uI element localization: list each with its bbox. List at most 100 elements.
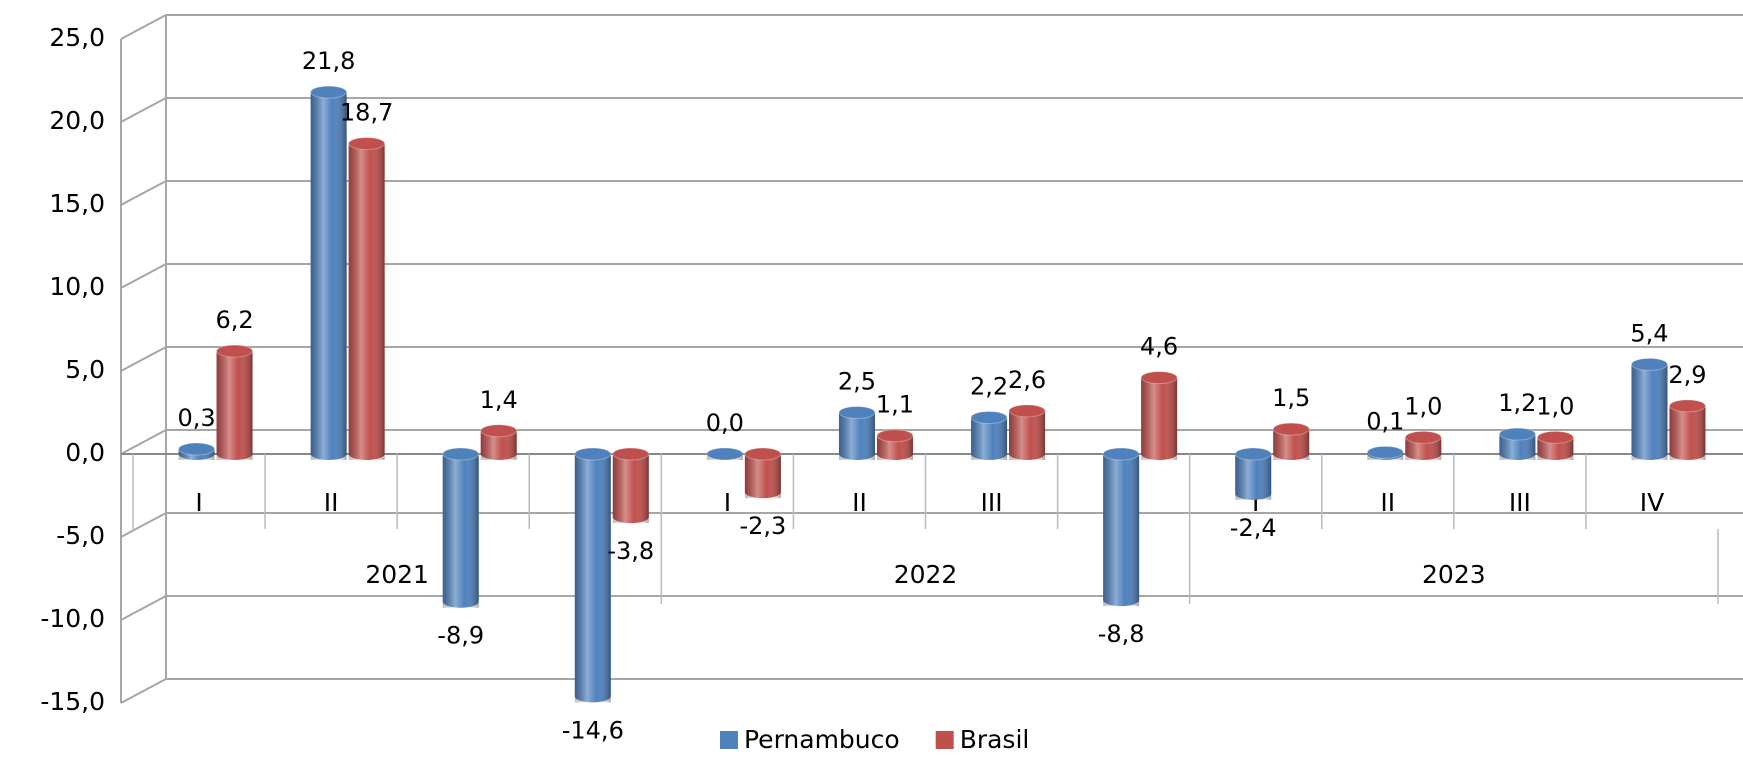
bar-shade (442, 454, 479, 608)
bar-group (1498, 427, 1536, 460)
data-label: -3,8 (607, 537, 654, 565)
y-tick-label: 15,0 (49, 189, 105, 218)
bar-cap (612, 447, 650, 461)
bar-shade (971, 417, 1008, 460)
bar-group (480, 424, 518, 460)
data-label: 18,7 (340, 99, 393, 127)
bar-cap (1272, 422, 1310, 436)
bar-shade (310, 92, 347, 461)
y-tick-label: 20,0 (49, 106, 105, 135)
data-label: -2,3 (739, 512, 786, 540)
bar-group (1536, 430, 1574, 460)
bar-cap (1404, 430, 1442, 444)
x-tick-label: II (852, 488, 867, 517)
bar-cap (480, 424, 518, 438)
grid-line (120, 678, 1743, 704)
data-label: 4,6 (1140, 333, 1178, 361)
bar-shade (348, 143, 385, 460)
y-tick-label: -10,0 (40, 604, 105, 633)
bar-cap (1630, 357, 1668, 371)
bar-group (1630, 357, 1668, 460)
y-tick-label: -15,0 (40, 687, 105, 716)
data-label: 0,3 (177, 404, 215, 432)
y-tick-label: 10,0 (49, 272, 105, 301)
bar-cap (310, 85, 348, 99)
grid-line (120, 14, 1743, 40)
legend-label: Brasil (960, 725, 1030, 754)
data-label: 2,5 (838, 368, 876, 396)
bar-group (970, 410, 1008, 460)
data-label: 1,5 (1272, 384, 1310, 412)
data-label: 0,1 (1366, 407, 1404, 435)
x-tick-label: II (1380, 488, 1395, 517)
data-label: 2,9 (1668, 361, 1706, 389)
group-label: 2023 (1422, 560, 1486, 589)
data-label: -8,9 (437, 622, 484, 650)
bar-shade (612, 454, 649, 524)
bar-shade (1669, 405, 1706, 460)
bar-cap (178, 442, 216, 456)
bar-cap (348, 137, 386, 151)
legend-label: Pernambuco (744, 725, 900, 754)
bar-group (1140, 371, 1178, 460)
bar-group (876, 429, 914, 460)
x-tick-label: III (980, 488, 1002, 517)
x-tick-label: III (1509, 488, 1531, 517)
data-label: 2,2 (970, 372, 1008, 400)
bar-shade (1631, 364, 1668, 460)
grid-line (120, 512, 1743, 538)
legend-swatch (935, 731, 954, 749)
data-label: 1,4 (480, 386, 518, 414)
data-label: 2,6 (1008, 366, 1046, 394)
bar-shade (1537, 437, 1574, 460)
data-label: 1,0 (1404, 392, 1442, 420)
data-label: 1,0 (1536, 392, 1574, 420)
data-label: 1,1 (876, 391, 914, 419)
bar-cap (838, 406, 876, 419)
bar-shade (838, 412, 875, 460)
x-tick-label: I (1252, 488, 1259, 517)
bar-shade (216, 351, 253, 460)
bar-shade (1405, 437, 1442, 460)
bar-group (1272, 422, 1310, 460)
bar-cap (876, 429, 914, 443)
data-label: 21,8 (302, 47, 355, 75)
x-tick-label: IV (1640, 488, 1664, 517)
bar-group (1008, 404, 1046, 460)
bar-cap (1008, 404, 1046, 418)
y-tick-label: -5,0 (56, 521, 105, 550)
bar-group (216, 344, 254, 460)
bar-group (744, 447, 782, 499)
bar-group (1234, 447, 1272, 500)
bar-shade (1235, 454, 1272, 500)
y-tick-label: 0,0 (65, 438, 105, 467)
data-label: 6,2 (215, 306, 253, 334)
bar-cap (706, 447, 744, 461)
bar-shade (1141, 377, 1178, 460)
bar-cap (442, 447, 480, 461)
legend-swatch (720, 731, 738, 749)
bar-cap (744, 447, 782, 461)
bar-cap (1234, 447, 1272, 461)
bar-cap (1668, 399, 1706, 413)
group-label: 2021 (365, 560, 429, 589)
bar-shade (1009, 410, 1046, 460)
bar-group (1366, 445, 1404, 460)
bar-cap (216, 344, 254, 358)
x-tick-label: II (324, 488, 339, 517)
bar-cap (1498, 427, 1536, 441)
y-tick-label: 5,0 (65, 355, 105, 384)
bar-group (612, 447, 650, 524)
bar-group (310, 85, 348, 461)
data-label: 1,2 (1498, 389, 1536, 417)
bar-group (838, 406, 876, 460)
bar-cap (970, 410, 1008, 424)
data-label: -14,6 (562, 716, 624, 744)
bar-group (178, 442, 216, 460)
bar-shade (574, 454, 611, 703)
bar-cap (1536, 430, 1574, 444)
data-label: -8,8 (1098, 620, 1145, 648)
bar-group (574, 447, 612, 703)
